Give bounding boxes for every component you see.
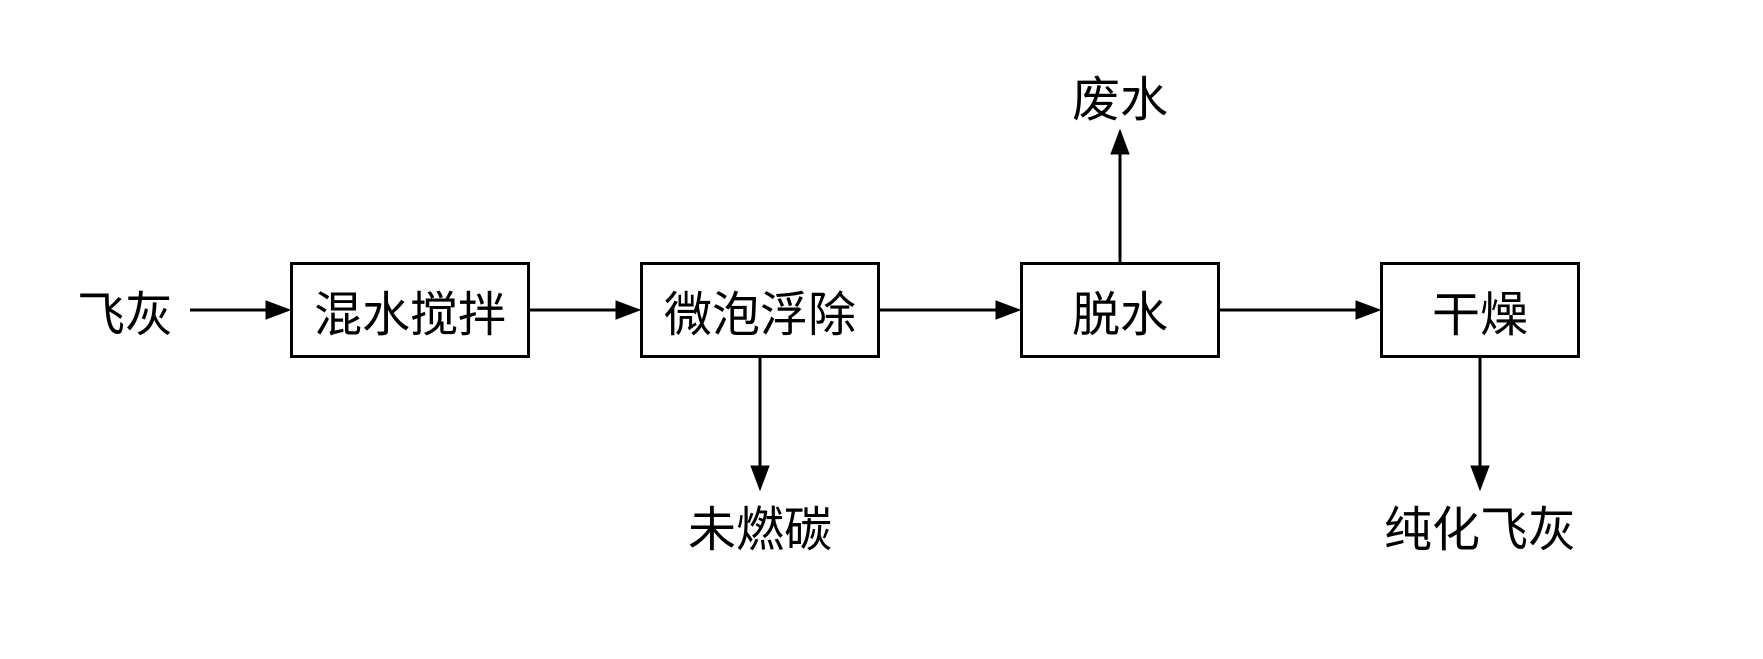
edge-dry-purified [1471,358,1489,490]
edge-in_flyash-mix [190,301,290,319]
node-mix: 混水搅拌 [290,262,530,358]
edge-dewater-waste [1111,130,1129,262]
node-in_flyash: 飞灰 [60,270,190,350]
node-waste: 废水 [1055,60,1185,130]
node-carbon: 未燃碳 [670,490,850,560]
node-purified: 纯化飞灰 [1360,490,1600,560]
edge-dewater-dry [1220,301,1380,319]
edge-flotation-carbon [751,358,769,490]
node-flotation: 微泡浮除 [640,262,880,358]
node-dewater: 脱水 [1020,262,1220,358]
node-dry: 干燥 [1380,262,1580,358]
flowchart-canvas: 飞灰 混水搅拌 微泡浮除 脱水 干燥 废水未燃碳 纯化飞灰 [0,0,1763,659]
edge-flotation-dewater [880,301,1020,319]
edge-mix-flotation [530,301,640,319]
